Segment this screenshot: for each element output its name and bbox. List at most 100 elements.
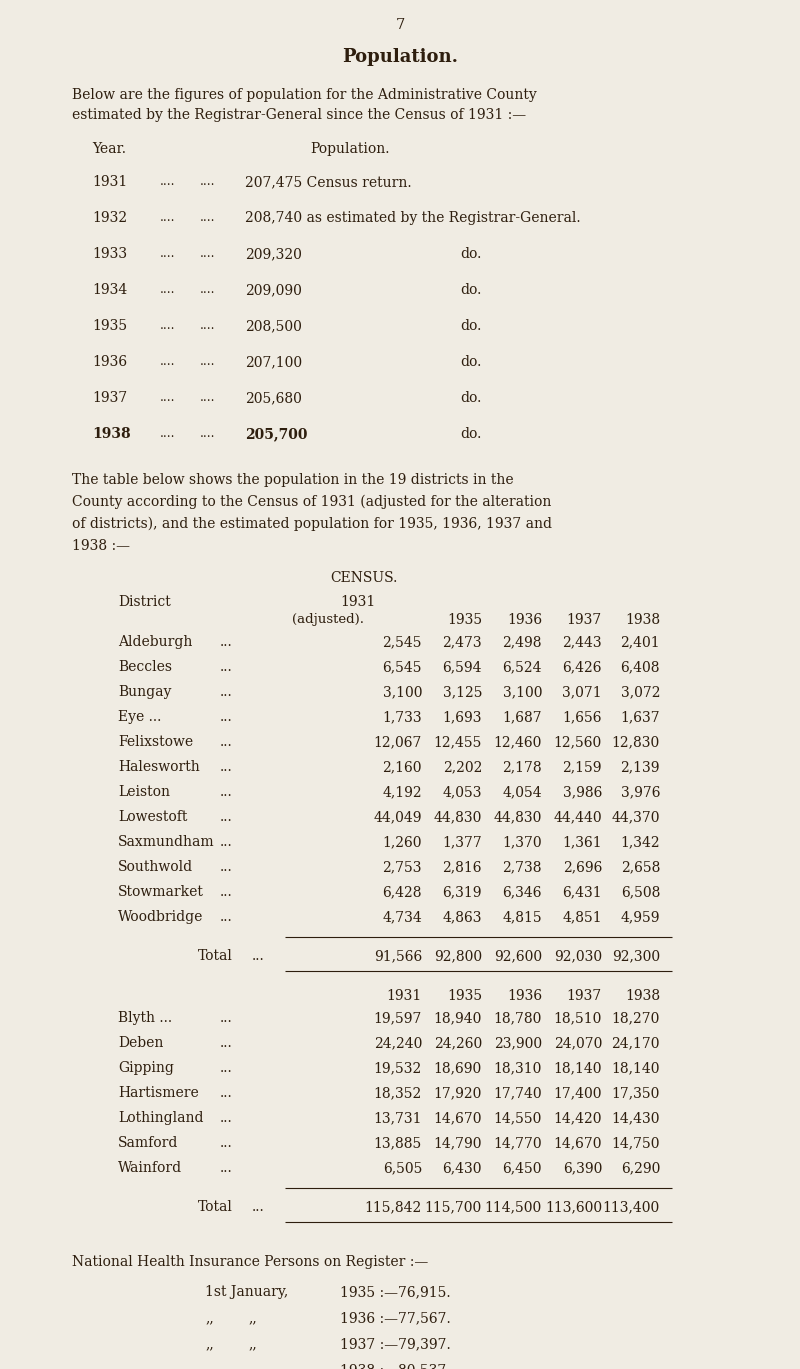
- Text: 2,139: 2,139: [621, 760, 660, 773]
- Text: ...: ...: [220, 1161, 233, 1175]
- Text: 6,430: 6,430: [442, 1161, 482, 1175]
- Text: do.: do.: [460, 427, 482, 441]
- Text: 18,140: 18,140: [554, 1061, 602, 1075]
- Text: ...: ...: [220, 1036, 233, 1050]
- Text: ...: ...: [220, 1136, 233, 1150]
- Text: ,,: ,,: [205, 1338, 214, 1351]
- Text: 6,426: 6,426: [562, 660, 602, 674]
- Text: 2,178: 2,178: [502, 760, 542, 773]
- Text: 6,390: 6,390: [562, 1161, 602, 1175]
- Text: 2,658: 2,658: [621, 860, 660, 873]
- Text: 44,830: 44,830: [494, 810, 542, 824]
- Text: 44,370: 44,370: [611, 810, 660, 824]
- Text: 114,500: 114,500: [485, 1201, 542, 1214]
- Text: Bungay: Bungay: [118, 684, 171, 700]
- Text: 17,920: 17,920: [434, 1086, 482, 1101]
- Text: Saxmundham: Saxmundham: [118, 835, 214, 849]
- Text: CENSUS.: CENSUS.: [330, 571, 398, 585]
- Text: 4,851: 4,851: [562, 910, 602, 924]
- Text: 115,842: 115,842: [365, 1201, 422, 1214]
- Text: of districts), and the estimated population for 1935, 1936, 1937 and: of districts), and the estimated populat…: [72, 517, 552, 531]
- Text: 6,545: 6,545: [382, 660, 422, 674]
- Text: 2,160: 2,160: [382, 760, 422, 773]
- Text: 113,400: 113,400: [602, 1201, 660, 1214]
- Text: Lowestoft: Lowestoft: [118, 810, 187, 824]
- Text: ...: ...: [220, 860, 233, 873]
- Text: ,,: ,,: [248, 1364, 257, 1369]
- Text: 4,734: 4,734: [382, 910, 422, 924]
- Text: 3,125: 3,125: [442, 684, 482, 700]
- Text: 92,800: 92,800: [434, 949, 482, 962]
- Text: ....: ....: [160, 355, 175, 368]
- Text: do.: do.: [460, 319, 482, 333]
- Text: ...: ...: [220, 760, 233, 773]
- Text: 209,320: 209,320: [245, 246, 302, 261]
- Text: ....: ....: [200, 211, 215, 225]
- Text: 1st January,: 1st January,: [205, 1285, 288, 1299]
- Text: 17,740: 17,740: [494, 1086, 542, 1101]
- Text: Below are the figures of population for the Administrative County: Below are the figures of population for …: [72, 88, 537, 103]
- Text: ...: ...: [220, 1061, 233, 1075]
- Text: 2,473: 2,473: [442, 635, 482, 649]
- Text: 1,377: 1,377: [442, 835, 482, 849]
- Text: 207,100: 207,100: [245, 355, 302, 370]
- Text: estimated by the Registrar-General since the Census of 1931 :—: estimated by the Registrar-General since…: [72, 108, 526, 122]
- Text: Felixstowe: Felixstowe: [118, 735, 193, 749]
- Text: 14,670: 14,670: [554, 1136, 602, 1150]
- Text: ....: ....: [160, 211, 175, 225]
- Text: 12,560: 12,560: [554, 735, 602, 749]
- Text: 4,053: 4,053: [442, 784, 482, 799]
- Text: 6,594: 6,594: [442, 660, 482, 674]
- Text: 1935: 1935: [447, 613, 482, 627]
- Text: ...: ...: [220, 735, 233, 749]
- Text: 1935 :—76,915.: 1935 :—76,915.: [340, 1285, 450, 1299]
- Text: 12,455: 12,455: [434, 735, 482, 749]
- Text: 205,680: 205,680: [245, 392, 302, 405]
- Text: 17,350: 17,350: [612, 1086, 660, 1101]
- Text: ...: ...: [252, 1201, 265, 1214]
- Text: 205,700: 205,700: [245, 427, 307, 441]
- Text: Population.: Population.: [342, 48, 458, 66]
- Text: 1936: 1936: [507, 613, 542, 627]
- Text: ...: ...: [220, 835, 233, 849]
- Text: 44,830: 44,830: [434, 810, 482, 824]
- Text: 7: 7: [395, 18, 405, 31]
- Text: ...: ...: [220, 1086, 233, 1101]
- Text: 3,072: 3,072: [621, 684, 660, 700]
- Text: 19,597: 19,597: [374, 1010, 422, 1025]
- Text: 1,260: 1,260: [382, 835, 422, 849]
- Text: 12,460: 12,460: [494, 735, 542, 749]
- Text: 208,740 as estimated by the Registrar-General.: 208,740 as estimated by the Registrar-Ge…: [245, 211, 581, 225]
- Text: 18,140: 18,140: [611, 1061, 660, 1075]
- Text: 24,170: 24,170: [611, 1036, 660, 1050]
- Text: Gipping: Gipping: [118, 1061, 174, 1075]
- Text: 14,550: 14,550: [494, 1112, 542, 1125]
- Text: do.: do.: [460, 355, 482, 370]
- Text: 1933: 1933: [92, 246, 127, 261]
- Text: ...: ...: [220, 784, 233, 799]
- Text: 2,159: 2,159: [562, 760, 602, 773]
- Text: 14,770: 14,770: [494, 1136, 542, 1150]
- Text: 92,600: 92,600: [494, 949, 542, 962]
- Text: 14,420: 14,420: [554, 1112, 602, 1125]
- Text: 14,670: 14,670: [434, 1112, 482, 1125]
- Text: Year.: Year.: [92, 142, 126, 156]
- Text: ....: ....: [160, 392, 175, 404]
- Text: 1936: 1936: [507, 988, 542, 1003]
- Text: 4,054: 4,054: [502, 784, 542, 799]
- Text: 24,240: 24,240: [374, 1036, 422, 1050]
- Text: 3,071: 3,071: [562, 684, 602, 700]
- Text: ...: ...: [220, 910, 233, 924]
- Text: 13,885: 13,885: [374, 1136, 422, 1150]
- Text: Samford: Samford: [118, 1136, 178, 1150]
- Text: 6,319: 6,319: [442, 884, 482, 899]
- Text: ...: ...: [252, 949, 265, 962]
- Text: ....: ....: [200, 246, 215, 260]
- Text: ....: ....: [160, 427, 175, 439]
- Text: 4,959: 4,959: [621, 910, 660, 924]
- Text: 3,100: 3,100: [502, 684, 542, 700]
- Text: ....: ....: [200, 319, 215, 333]
- Text: 1931: 1931: [386, 988, 422, 1003]
- Text: 14,430: 14,430: [611, 1112, 660, 1125]
- Text: 1932: 1932: [92, 211, 127, 225]
